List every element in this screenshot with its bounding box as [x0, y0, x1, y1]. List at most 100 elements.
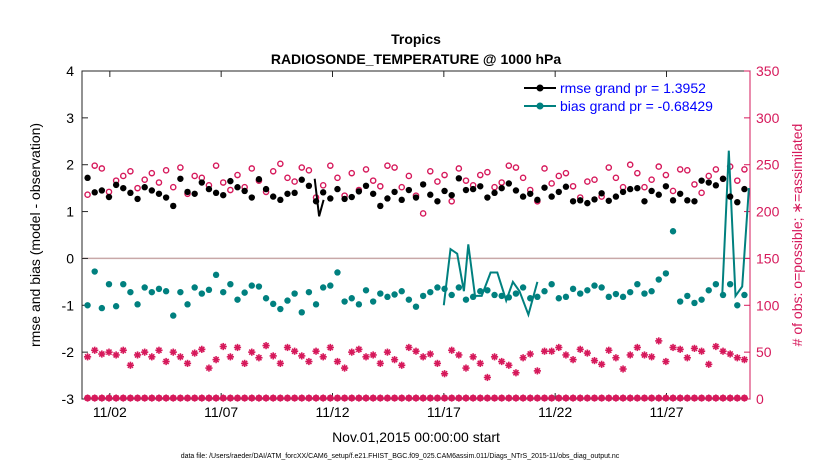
- possible-point: [277, 160, 284, 168]
- rmse-point: [534, 196, 541, 204]
- data-file-footnote: data file: /Users/raeder/DAI/ATM_forcXX/…: [181, 453, 620, 460]
- assimilated-low-point: [505, 394, 513, 402]
- assimilated-low-point: [512, 394, 520, 402]
- assimilated-point: [305, 357, 313, 366]
- assimilated-low-point: [262, 394, 270, 402]
- possible-point: [548, 180, 555, 187]
- rmse-point: [241, 187, 248, 195]
- bias-point: [605, 293, 612, 301]
- assimilated-point: [312, 347, 320, 355]
- possible-point: [155, 179, 163, 186]
- rmse-point: [341, 195, 348, 203]
- bias-point: [405, 296, 413, 303]
- assimilated-point: [398, 361, 406, 369]
- bias-point: [641, 290, 648, 297]
- rmse-point: [519, 193, 527, 200]
- rmse-point: [327, 195, 334, 202]
- bias-point: [348, 295, 355, 302]
- assimilated-low-point: [283, 394, 292, 402]
- rmse-point: [134, 195, 141, 203]
- possible-point: [741, 166, 748, 173]
- bias-point: [448, 291, 455, 299]
- bias-point: [270, 300, 277, 308]
- possible-point: [291, 178, 298, 185]
- rmse-point: [155, 190, 163, 197]
- assimilated-point: [469, 353, 477, 361]
- assimilated-low-point: [712, 394, 720, 402]
- rmse-point: [112, 181, 120, 189]
- assimilated-point: [669, 343, 677, 352]
- assimilated-low-point: [548, 394, 556, 402]
- assimilated-low-point: [526, 394, 534, 402]
- y2-tick-label: 0: [756, 391, 764, 407]
- rmse-series: [84, 174, 748, 217]
- assimilated-low-point: [448, 394, 456, 402]
- x-axis-label: Nov.01,2015 00:00:00 start: [332, 429, 500, 445]
- assimilated-low-point: [291, 394, 299, 402]
- possible-point: [512, 164, 520, 171]
- assimilated-point: [619, 365, 627, 373]
- possible-point: [591, 176, 598, 184]
- assimilated-low-point: [483, 394, 491, 402]
- assimilated-point: [448, 346, 456, 354]
- bias-point: [619, 293, 627, 301]
- assimilated-low-point: [576, 394, 584, 402]
- possible-point: [219, 179, 227, 186]
- possible-point: [519, 174, 527, 182]
- assimilated-low-point: [233, 394, 242, 402]
- rmse-point: [684, 197, 691, 204]
- possible-point: [462, 177, 470, 184]
- possible-point: [119, 172, 127, 180]
- rmse-point: [305, 182, 313, 189]
- assimilated-low-point: [83, 394, 92, 402]
- assimilated-low-point: [183, 394, 192, 402]
- possible-point: [319, 182, 327, 189]
- bias-point: [319, 284, 327, 291]
- possible-point: [327, 162, 334, 169]
- assimilated-point: [583, 349, 591, 357]
- assimilated-point: [169, 348, 177, 356]
- assimilated-point: [148, 353, 156, 361]
- assimilated-low-point: [155, 394, 163, 402]
- bias-point: [548, 281, 555, 288]
- bias-point: [648, 288, 655, 295]
- assimilated-point: [348, 348, 356, 356]
- assimilated-low-point: [469, 394, 477, 402]
- x-tick-label: 11/27: [650, 404, 684, 420]
- assimilated-point: [426, 350, 434, 358]
- possible-point: [91, 162, 99, 169]
- bias-point: [341, 298, 348, 305]
- assimilated-low-point: [690, 394, 699, 402]
- bias-point: [427, 288, 434, 296]
- assimilated-low-point: [390, 394, 399, 402]
- possible-point: [398, 183, 406, 191]
- rmse-point: [91, 189, 98, 196]
- assimilated-low-point: [141, 394, 149, 402]
- assimilated-low-point: [198, 394, 206, 402]
- assimilated-low-point: [133, 394, 142, 402]
- assimilated-point: [162, 357, 170, 366]
- possible-point: [212, 162, 220, 169]
- bias-point: [612, 290, 620, 298]
- bias-point: [676, 298, 684, 305]
- rmse-point: [512, 187, 520, 194]
- bias-point: [591, 282, 598, 289]
- rmse-point: [184, 188, 191, 196]
- possible-point: [348, 169, 356, 177]
- assimilated-point: [555, 343, 563, 352]
- assimilated-point: [505, 361, 513, 369]
- assimilated-low-point: [626, 394, 634, 402]
- rmse-point: [669, 197, 677, 204]
- assimilated-point: [291, 347, 299, 355]
- bias-point: [626, 288, 634, 296]
- assimilated-point: [483, 373, 491, 382]
- possible-point: [484, 168, 491, 176]
- bias-point: [734, 302, 741, 309]
- possible-point: [227, 186, 234, 194]
- assimilated-point: [376, 359, 384, 367]
- bias-line-segment: [442, 244, 539, 318]
- bias-point: [248, 282, 255, 289]
- bias-point: [327, 282, 334, 289]
- bias-point: [598, 284, 605, 291]
- assimilated-point: [241, 359, 249, 367]
